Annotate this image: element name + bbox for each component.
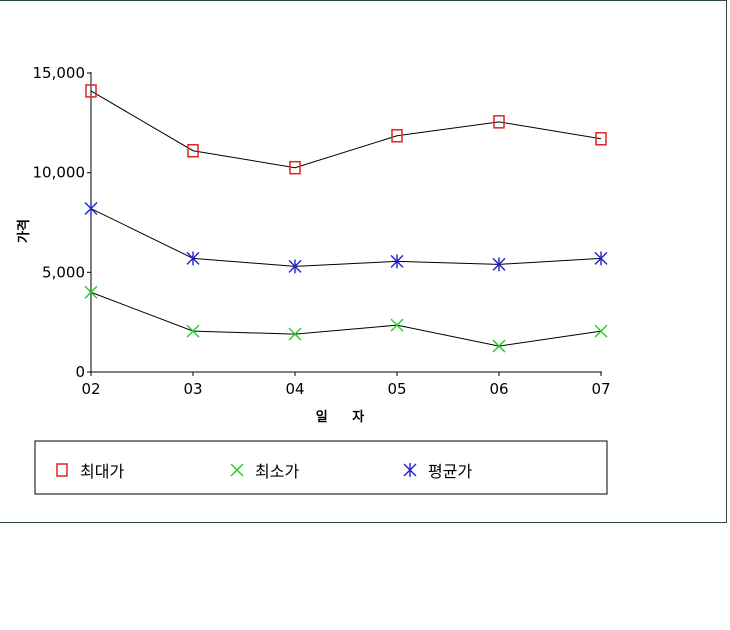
data-point-series-2	[390, 318, 404, 332]
series-line-3	[90, 208, 602, 267]
x-tick-label: 04	[285, 380, 304, 398]
data-point-series-2-stroke	[186, 324, 200, 338]
axes: 0 5,000 10,000 15,000 02 03 04 05 06 07	[33, 64, 611, 398]
legend-label-1: 최대가	[80, 462, 124, 481]
x-tick-label: 06	[489, 380, 508, 398]
data-point-series-3	[492, 257, 506, 272]
data-point-series-1	[493, 115, 505, 129]
data-point-series-2	[288, 327, 302, 341]
data-point-series-1	[289, 160, 301, 175]
data-point-series-3	[390, 254, 404, 269]
data-point-series-2	[84, 285, 98, 299]
x-tick-label: 03	[183, 380, 202, 398]
data-point-series-2	[186, 324, 200, 338]
data-point-series-1	[85, 84, 97, 98]
legend-box	[34, 440, 608, 495]
data-point-series-2-stroke	[390, 318, 404, 332]
data-point-series-2	[492, 339, 506, 353]
y-tick-label: 10,000	[33, 164, 86, 182]
x-tick-label: 07	[591, 380, 610, 398]
series-lines	[90, 90, 602, 347]
data-point-series-1	[391, 129, 403, 143]
x-tick-label: 02	[81, 380, 100, 398]
y-tick-label: 5,000	[42, 263, 85, 281]
legend-label-3: 평균가	[428, 462, 472, 481]
series-line-2	[90, 291, 602, 347]
data-point-series-3	[288, 259, 302, 274]
legend-marker-1	[56, 463, 68, 477]
data-point-series-2-stroke	[84, 285, 98, 299]
y-tick-label: 15,000	[33, 64, 86, 82]
data-point-series-2-stroke	[492, 339, 506, 353]
series-line-1	[90, 90, 602, 169]
data-point-series-3	[84, 201, 98, 216]
chart-frame	[0, 0, 727, 523]
data-point-series-2-stroke	[288, 327, 302, 341]
y-tick-label: 0	[75, 363, 85, 381]
data-point-series-1	[187, 143, 199, 158]
legend-marker-3	[403, 463, 417, 477]
data-point-series-3	[594, 251, 608, 266]
y-axis-label: 가격	[17, 219, 32, 243]
legend-marker-2-stroke	[230, 463, 244, 477]
legend-marker-2	[230, 463, 244, 477]
legend: 최대가 최소가 평균가	[56, 462, 472, 481]
data-point-series-3	[186, 251, 200, 266]
data-point-series-1	[595, 132, 607, 146]
data-point-series-2-stroke	[594, 324, 608, 338]
legend-label-2: 최소가	[255, 462, 299, 481]
x-tick-label: 05	[387, 380, 406, 398]
x-axis-label: 일 자	[316, 410, 374, 425]
series-markers	[84, 84, 608, 353]
data-point-series-2	[594, 324, 608, 338]
